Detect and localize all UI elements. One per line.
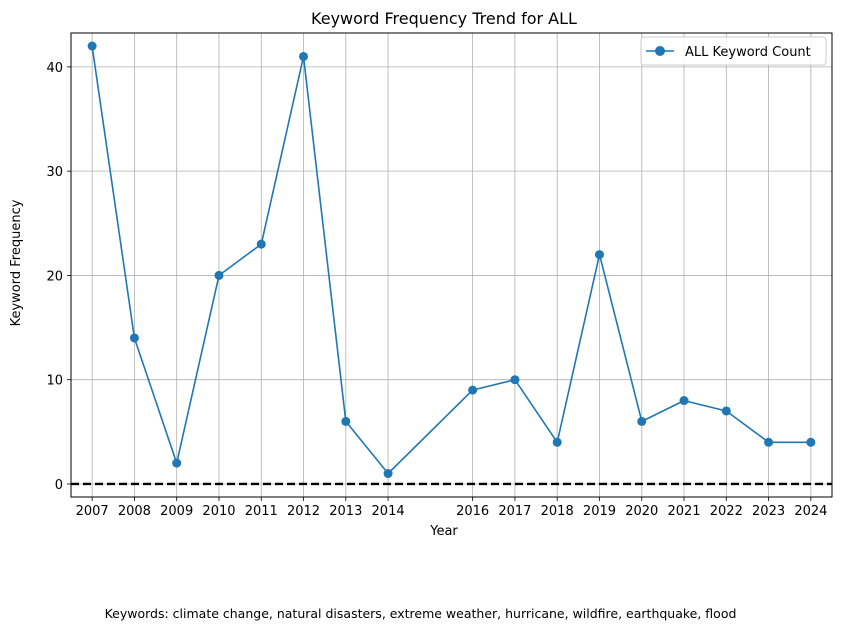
- y-axis-label: Keyword Frequency: [9, 199, 24, 326]
- series-line: [91, 45, 811, 475]
- data-point: [637, 416, 647, 426]
- data-point: [383, 469, 393, 479]
- y-tick-label: 10: [46, 374, 63, 389]
- legend: ALL Keyword Count: [640, 36, 827, 66]
- data-point: [594, 250, 604, 260]
- y-tick-label: 40: [46, 61, 63, 76]
- legend-series-marker: [655, 46, 665, 56]
- x-tick-label: 2011: [245, 504, 278, 519]
- x-tick-label: 2021: [667, 504, 700, 519]
- x-tick-label: 2014: [372, 504, 405, 519]
- data-point: [552, 437, 562, 447]
- x-tick-label: 2022: [710, 504, 743, 519]
- y-tick-label: 20: [46, 269, 63, 284]
- x-tick-label: 2024: [794, 504, 827, 519]
- data-point: [214, 270, 224, 280]
- x-tick-label: 2023: [752, 504, 785, 519]
- x-tick-label: 2019: [583, 504, 616, 519]
- x-tick-label: 2007: [76, 504, 109, 519]
- data-point: [256, 239, 266, 249]
- data-point: [129, 333, 139, 343]
- data-point: [764, 437, 774, 447]
- x-tick-label: 2017: [498, 504, 531, 519]
- data-point: [87, 41, 97, 51]
- x-tick-label: 2020: [625, 504, 658, 519]
- data-point: [679, 396, 689, 406]
- data-point: [172, 458, 182, 468]
- series-layer: [87, 41, 816, 479]
- keywords-footnote: Keywords: climate change, natural disast…: [104, 606, 737, 621]
- grid-lines: [71, 33, 832, 497]
- x-tick-label: 2009: [160, 504, 193, 519]
- x-tick-label: 2018: [541, 504, 574, 519]
- axis-ticks: 2007 2008 2009 2010 2011 2012 2013 2014 2016 2017…: [46, 61, 827, 519]
- x-tick-label: 2012: [287, 504, 320, 519]
- data-point: [721, 406, 731, 416]
- data-point: [341, 416, 351, 426]
- x-tick-label: 2010: [202, 504, 235, 519]
- plot-area-frame: [70, 32, 833, 498]
- legend-series-label: ALL Keyword Count: [685, 45, 811, 60]
- chart-title: Keyword Frequency Trend for ALL: [311, 9, 577, 28]
- y-tick-label: 0: [55, 478, 63, 493]
- data-point: [299, 51, 309, 61]
- y-tick-label: 30: [46, 165, 63, 180]
- x-tick-label: 2016: [456, 504, 489, 519]
- x-tick-label: 2013: [329, 504, 362, 519]
- x-tick-label: 2008: [118, 504, 151, 519]
- legend-box: [640, 36, 827, 66]
- data-point: [806, 437, 816, 447]
- data-point: [510, 375, 520, 385]
- data-point: [468, 385, 478, 395]
- x-axis-label: Year: [429, 524, 458, 539]
